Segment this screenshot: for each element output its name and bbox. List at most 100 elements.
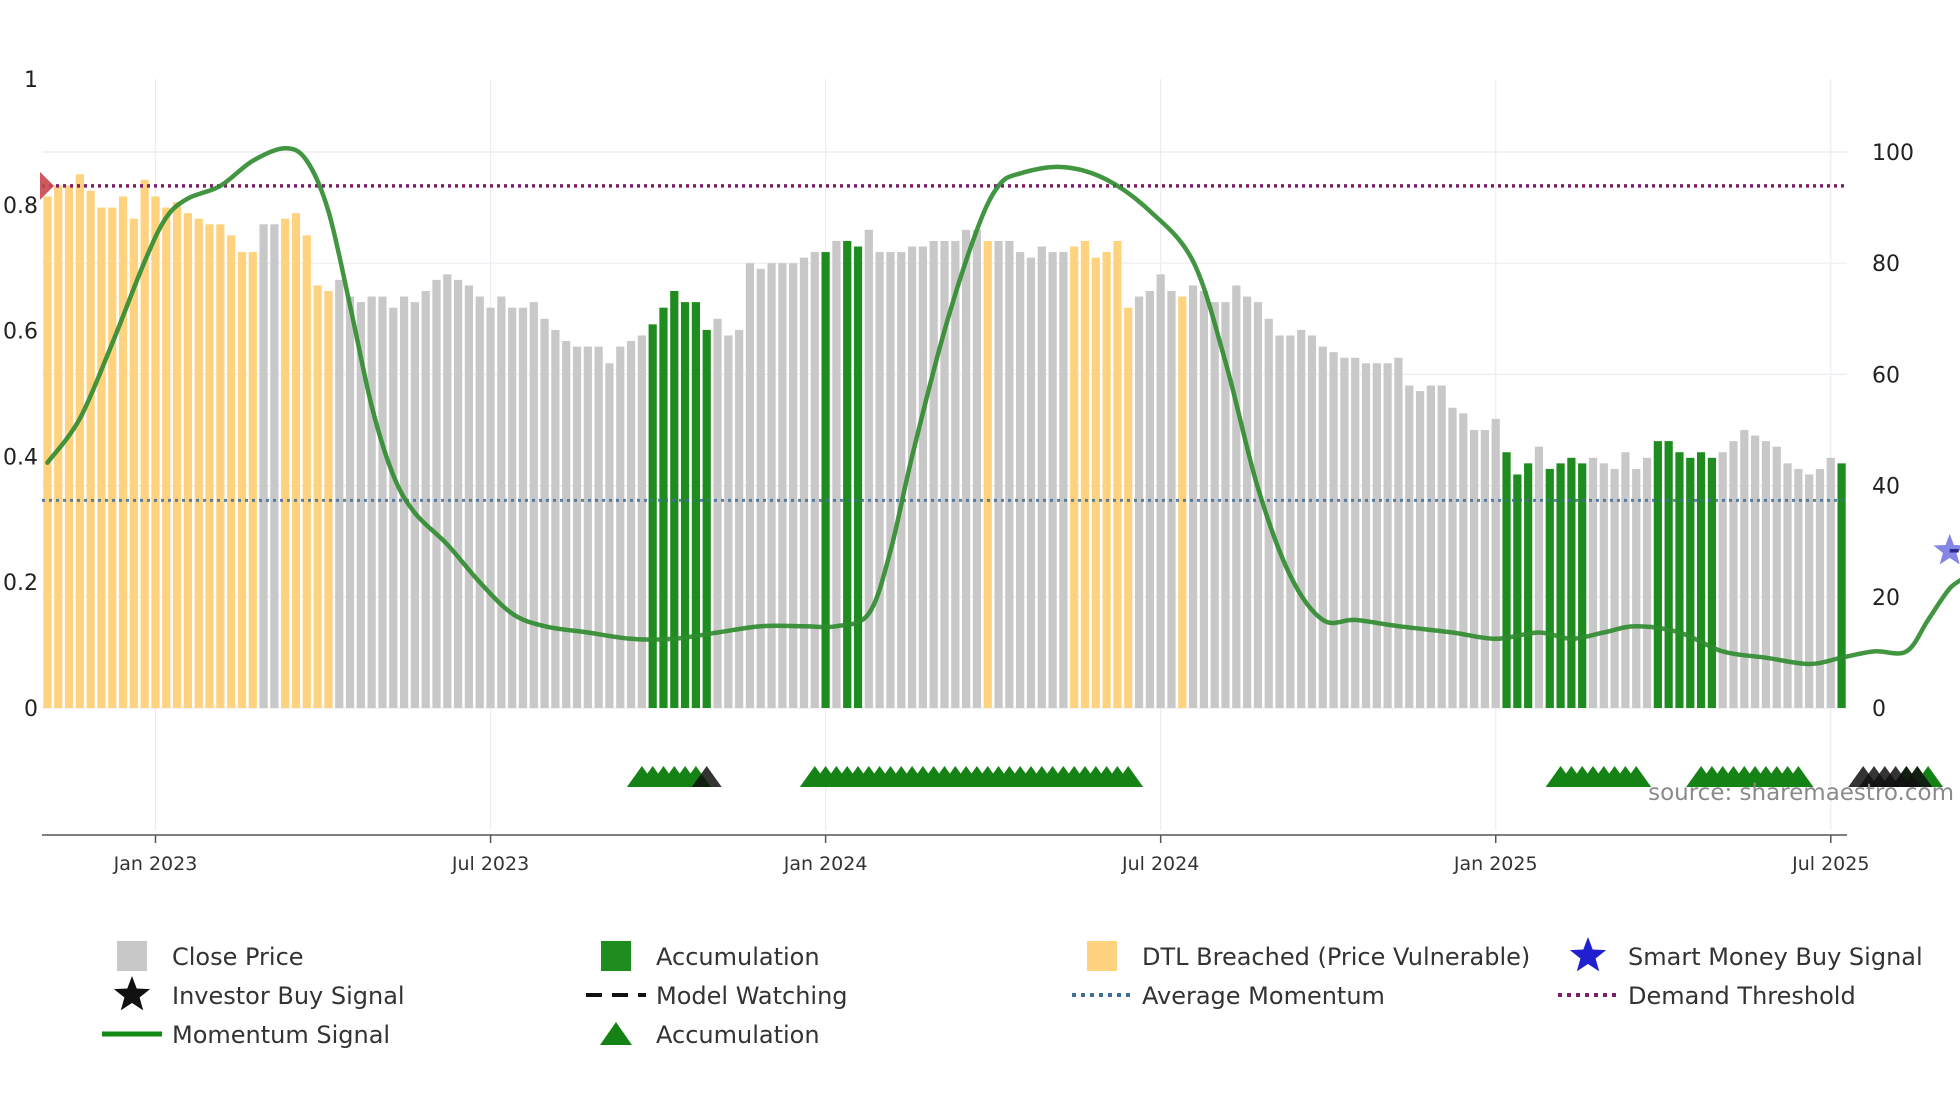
- bar-dtl: [1102, 252, 1111, 708]
- bar-dtl: [1070, 246, 1079, 708]
- bar-close: [1642, 457, 1652, 708]
- legend-item: Investor Buy Signal: [113, 976, 405, 1011]
- left-tick-label: 0: [24, 697, 38, 722]
- reference-lines: [40, 171, 1960, 553]
- bar-close: [1761, 441, 1771, 708]
- bar-close: [616, 346, 625, 708]
- bar-close: [1415, 391, 1425, 708]
- bar-close: [399, 296, 409, 708]
- bar-close: [562, 341, 571, 708]
- bar-close: [1383, 363, 1392, 708]
- bar-accumulation: [1707, 457, 1716, 708]
- x-tick-label: Jan 2025: [1453, 853, 1538, 875]
- bar-close: [270, 224, 279, 708]
- bar-close: [454, 279, 463, 708]
- bar-accumulation: [659, 307, 668, 708]
- bar-close: [421, 291, 430, 708]
- bar-close: [778, 263, 787, 708]
- bar-close: [1253, 302, 1263, 708]
- legend-item: Demand Threshold: [1558, 982, 1856, 1010]
- bar-close: [1405, 385, 1414, 708]
- bar-close: [767, 263, 776, 708]
- bar-close: [1805, 474, 1814, 708]
- bar-dtl: [1091, 257, 1100, 708]
- bar-close: [886, 252, 895, 708]
- bar-close: [443, 274, 452, 708]
- legend-label: Investor Buy Signal: [172, 982, 405, 1010]
- bar-dtl: [248, 252, 257, 708]
- legend: Close Price Accumulation DTL Breached (Pri…: [102, 937, 1923, 1049]
- left-tick-label: 0.8: [3, 194, 38, 219]
- bar-close: [1318, 346, 1327, 708]
- bar-dtl: [162, 207, 171, 708]
- bar-dtl: [237, 252, 247, 708]
- bar-close: [1815, 468, 1825, 708]
- bar-close: [1772, 446, 1781, 708]
- bar-close: [756, 268, 765, 708]
- momentum-signal-line: [45, 145, 1960, 667]
- bar-close: [1005, 240, 1014, 708]
- bar-dtl: [1178, 296, 1187, 708]
- legend-label: Accumulation: [656, 943, 820, 971]
- bar-dtl: [86, 190, 95, 709]
- bar-close: [508, 307, 517, 708]
- legend-label: Model Watching: [656, 982, 848, 1010]
- left-tick-label: 1: [24, 68, 38, 93]
- bar-close: [551, 329, 560, 708]
- left-tick-label: 0.6: [3, 320, 38, 345]
- bar-dtl: [1113, 240, 1122, 708]
- bar-close: [1016, 252, 1025, 708]
- bar-close: [1372, 363, 1381, 708]
- bar-dtl: [151, 196, 160, 709]
- bar-accumulation: [702, 329, 711, 708]
- legend-swatch: [1087, 941, 1117, 971]
- bar-dtl: [302, 235, 311, 708]
- bar-close: [907, 246, 917, 708]
- bar-close: [810, 252, 819, 708]
- x-tick-label: Jul 2023: [451, 853, 529, 875]
- bar-close: [1210, 302, 1219, 708]
- bar-close: [1048, 252, 1057, 708]
- investor-buy-triangle: [691, 766, 722, 787]
- accumulation-triangle: [1783, 766, 1814, 787]
- bar-accumulation: [648, 324, 657, 708]
- bar-close: [1470, 430, 1479, 708]
- bar-accumulation: [680, 302, 690, 708]
- bar-close: [1243, 296, 1252, 708]
- legend-item: Accumulation: [601, 941, 820, 971]
- bar-dtl: [1080, 240, 1090, 708]
- bar-close: [875, 252, 884, 708]
- bar-close: [1307, 335, 1317, 708]
- bar-accumulation: [1578, 463, 1587, 708]
- right-tick-label: 80: [1872, 252, 1900, 277]
- bar-close: [605, 363, 614, 708]
- bar-accumulation: [1502, 452, 1511, 708]
- bar-close: [1534, 446, 1544, 708]
- source-label: source: sharemaestro.com: [1648, 780, 1954, 806]
- right-tick-label: 0: [1872, 697, 1886, 722]
- x-tick-label: Jan 2024: [783, 853, 868, 875]
- signal-markers: [626, 533, 1960, 787]
- legend-item: Smart Money Buy Signal: [1569, 937, 1923, 972]
- bar-close: [432, 279, 441, 708]
- x-tick-label: Jul 2024: [1121, 853, 1199, 875]
- legend-item: Momentum Signal: [102, 1021, 390, 1049]
- right-tick-label: 40: [1872, 475, 1900, 500]
- bar-close: [345, 296, 355, 708]
- bar-close: [1361, 363, 1371, 708]
- bar-close: [1794, 468, 1803, 708]
- bar-close: [594, 346, 603, 708]
- legend-label: DTL Breached (Price Vulnerable): [1142, 943, 1530, 971]
- bar-close: [897, 252, 906, 708]
- legend-label: Demand Threshold: [1628, 982, 1856, 1010]
- bar-close: [1351, 357, 1360, 708]
- legend-label: Momentum Signal: [172, 1021, 390, 1049]
- legend-label: Average Momentum: [1142, 982, 1385, 1010]
- bar-close: [1459, 413, 1468, 708]
- smart-money-buy-signal-star: [1933, 533, 1960, 565]
- legend-item: Average Momentum: [1072, 982, 1385, 1010]
- bar-accumulation: [1696, 452, 1706, 708]
- bar-close: [583, 346, 592, 708]
- bar-close: [1329, 352, 1338, 708]
- bar-accumulation: [691, 302, 701, 708]
